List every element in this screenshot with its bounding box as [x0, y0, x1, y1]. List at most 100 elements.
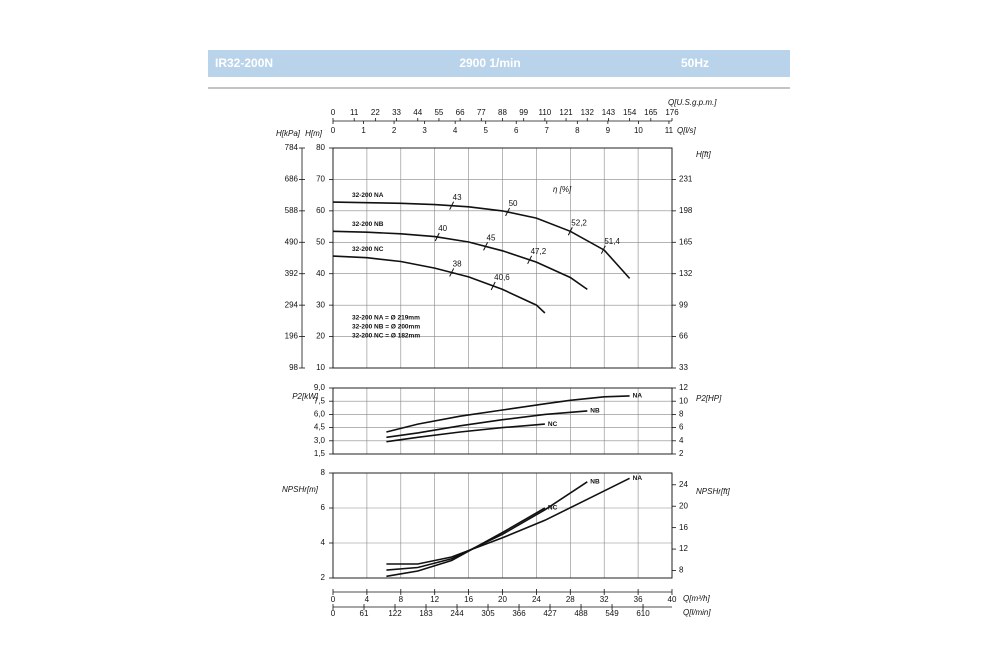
- curve: [386, 410, 588, 439]
- y-tick-label: 2: [321, 573, 326, 582]
- plot-frame: [332, 472, 673, 579]
- impeller-note: 32-200 NC = Ø 182mm: [352, 333, 420, 340]
- y-axis-label: P2[kW]: [292, 392, 319, 401]
- bottom-tick-label: 244: [450, 609, 464, 618]
- curve: [386, 507, 546, 578]
- eta-label: 47,2: [531, 247, 547, 256]
- plot-frame: [332, 147, 673, 369]
- y2-axis-label: H[ft]: [696, 150, 711, 159]
- bottom-tick-label: 0: [331, 609, 336, 618]
- y3-tick-label: 490: [285, 237, 299, 246]
- y2-tick-label: 4: [679, 436, 684, 445]
- frequency: 50Hz: [681, 56, 709, 70]
- top-tick-label: 143: [602, 108, 616, 117]
- y2-tick-label: 24: [679, 480, 688, 489]
- y-tick-label: 4: [321, 538, 326, 547]
- y2-axis-label: NPSHr[ft]: [696, 487, 731, 496]
- top-axis-label: Q[U.S.g.p.m.]: [668, 98, 717, 107]
- curve-label: NB: [590, 408, 600, 415]
- y3-tick-label: 588: [285, 206, 299, 215]
- y-tick-label: 6,0: [314, 410, 326, 419]
- y2-tick-label: 10: [679, 396, 688, 405]
- bottom-tick-label: 549: [605, 609, 619, 618]
- eta-label: 50: [509, 199, 518, 208]
- bottom-tick-label: 8: [399, 595, 404, 604]
- top-tick-label: 165: [644, 108, 658, 117]
- y-axis-label: H[m]: [305, 129, 323, 138]
- eta-label: 38: [453, 260, 462, 269]
- y-axis-label: NPSHr[m]: [282, 485, 319, 494]
- impeller-note: 32-200 NB = Ø 200mm: [352, 324, 420, 331]
- y-tick-label: 10: [316, 363, 325, 372]
- eta-label: 40,6: [494, 273, 510, 282]
- bottom-tick-label: 12: [430, 595, 439, 604]
- top-tick-label: 10: [634, 126, 643, 135]
- impeller-note: 32-200 NA = Ø 219mm: [352, 315, 420, 322]
- curve-label: 32-200 NC: [352, 246, 384, 253]
- eta-label: 45: [487, 233, 496, 242]
- top-tick-label: 7: [545, 126, 550, 135]
- y-tick-label: 8: [321, 468, 326, 477]
- y-tick-label: 4,5: [314, 423, 326, 432]
- bottom-tick-label: 32: [600, 595, 609, 604]
- curve: [332, 201, 631, 279]
- bottom-tick-label: 16: [464, 595, 473, 604]
- y-tick-label: 70: [316, 175, 325, 184]
- y2-tick-label: 8: [679, 566, 684, 575]
- eta-label: 52,2: [571, 218, 587, 227]
- top-tick-label: 5: [483, 126, 488, 135]
- top-tick-label: 88: [498, 108, 507, 117]
- y-tick-label: 40: [316, 269, 325, 278]
- curve: [332, 230, 588, 291]
- curve: [332, 255, 546, 314]
- curve-label: 32-200 NB: [352, 221, 384, 228]
- y3-tick-label: 98: [289, 363, 298, 372]
- top-tick-label: 8: [575, 126, 580, 135]
- y2-tick-label: 66: [679, 332, 688, 341]
- eta-label: 43: [453, 193, 462, 202]
- y3-tick-label: 196: [285, 332, 299, 341]
- top-tick-label: 11: [665, 126, 674, 135]
- y2-tick-label: 33: [679, 363, 688, 372]
- eta-mark: [505, 207, 511, 217]
- top-tick-label: 22: [371, 108, 380, 117]
- plot-frame: [332, 387, 673, 455]
- top-tick-label: 11: [350, 108, 359, 117]
- y2-tick-label: 99: [679, 300, 688, 309]
- bottom-axis-label: Q[l/min]: [683, 608, 711, 617]
- top-tick-label: 44: [413, 108, 422, 117]
- bottom-tick-label: 427: [543, 609, 557, 618]
- y-tick-label: 7,5: [314, 396, 326, 405]
- y-tick-label: 30: [316, 300, 325, 309]
- y3-axis-label: H[kPa]: [276, 129, 301, 138]
- y2-tick-label: 20: [679, 501, 688, 510]
- bottom-tick-label: 305: [481, 609, 495, 618]
- bottom-tick-label: 610: [636, 609, 650, 618]
- bottom-tick-label: 24: [532, 595, 541, 604]
- eta-axis-label: η [%]: [553, 185, 572, 194]
- y-tick-label: 3,0: [314, 436, 326, 445]
- y2-tick-label: 8: [679, 410, 684, 419]
- y-tick-label: 1,5: [314, 449, 326, 458]
- top-tick-label: 9: [606, 126, 611, 135]
- model: IR32-200N: [215, 56, 273, 70]
- bottom-tick-label: 122: [388, 609, 402, 618]
- bottom-tick-label: 36: [634, 595, 643, 604]
- y2-tick-label: 165: [679, 237, 693, 246]
- eta-mark: [449, 201, 455, 210]
- y-tick-label: 80: [316, 143, 325, 152]
- y3-tick-label: 784: [285, 143, 299, 152]
- speed: 2900 1/min: [459, 56, 520, 70]
- y2-axis-label: P2[HP]: [696, 394, 722, 403]
- curve-label: NC: [548, 421, 558, 428]
- top-tick-label: 66: [456, 108, 465, 117]
- eta-mark: [434, 232, 440, 242]
- y2-tick-label: 2: [679, 449, 684, 458]
- bottom-tick-label: 61: [360, 609, 369, 618]
- curve: [386, 395, 630, 433]
- top-tick-label: 1: [361, 126, 366, 135]
- top-tick-label: 33: [392, 108, 401, 117]
- y3-tick-label: 392: [285, 269, 299, 278]
- top-tick-label: 121: [559, 108, 573, 117]
- eta-mark: [567, 227, 573, 236]
